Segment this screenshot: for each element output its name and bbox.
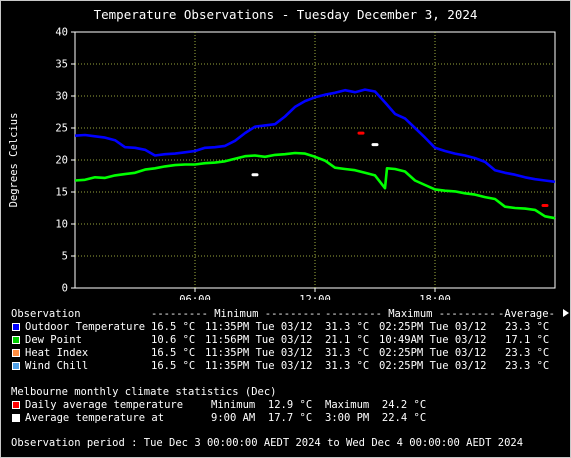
x-tick-label: 18:00 [419, 294, 451, 300]
stats-cell-label: Wind Chill [25, 360, 89, 372]
observation-period: Observation period : Tue Dec 3 00:00:00 … [11, 437, 524, 449]
legend-swatch [12, 323, 20, 331]
climate-swatch [12, 401, 20, 409]
legend-swatch [12, 336, 20, 344]
stats-cell-max: 31.3 °C [325, 347, 370, 359]
climate-swatch [12, 414, 20, 422]
climate-cell-left: 9:00 AM 17.7 °C [211, 412, 313, 424]
temperature-chart: 0 5 10 15 20 25 30 35 40 06:00 12:00 18:00 Degrees… [8, 27, 556, 300]
stats-cell-label: Heat Index [25, 347, 89, 359]
stats-cell-max-at: 10:49AM Tue 03/12 [379, 334, 487, 346]
stats-cell-min-at: 11:35PM Tue 03/12 [205, 347, 313, 359]
y-tick-label: 10 [55, 219, 68, 231]
stats-cell-max-at: 02:25PM Tue 03/12 [379, 347, 487, 359]
stats-cell-label: Dew Point [25, 334, 82, 346]
y-tick-label: 25 [55, 123, 68, 135]
y-tick-label: 5 [62, 251, 68, 263]
stats-cell-min-at: 11:35PM Tue 03/12 [205, 321, 313, 333]
stats-header-average: -Average- [498, 308, 555, 320]
climate-marker [371, 143, 379, 147]
y-tick-label: 40 [55, 27, 68, 39]
y-tick-label: 0 [62, 283, 68, 295]
legend-swatch [12, 362, 20, 370]
climate-marker [541, 203, 549, 207]
stats-cell-label: Outdoor Temperature [25, 321, 146, 333]
stats-cell-max-at: 02:25PM Tue 03/12 [379, 321, 487, 333]
stats-cell-max: 21.1 °C [325, 334, 370, 346]
y-axis-label: Degrees Celcius [8, 113, 20, 208]
stats-cell-avg: 23.3 °C [505, 347, 550, 359]
stats-header-maximum: --------- Maximum --------- [325, 308, 496, 320]
stats-cell-min: 16.5 °C [151, 347, 196, 359]
stats-header-observation: Observation [11, 308, 81, 320]
climate-cell-label: Daily average temperature [25, 399, 184, 411]
y-tick-label: 35 [55, 59, 68, 71]
climate-cell-right: Maximum 24.2 °C [325, 399, 427, 411]
stats-cell-min: 10.6 °C [151, 334, 196, 346]
climate-cell-left: Minimum 12.9 °C [211, 399, 313, 411]
stats-header-minimum: --------- Minimum --------- [151, 308, 322, 320]
y-tick-label: 30 [55, 91, 68, 103]
series-line-outdoor-temperature [74, 88, 556, 184]
x-tick-label: 12:00 [299, 294, 331, 300]
legend-swatch [12, 349, 20, 357]
stats-cell-max: 31.3 °C [325, 360, 370, 372]
stats-cell-min-at: 11:35PM Tue 03/12 [205, 360, 313, 372]
y-tick-label: 15 [55, 187, 68, 199]
stats-cell-min-at: 11:56PM Tue 03/12 [205, 334, 313, 346]
stats-cell-min: 16.5 °C [151, 360, 196, 372]
climate-cell-label: Average temperature at [25, 412, 165, 424]
series-line-dew-point [74, 151, 556, 220]
stats-cell-avg: 17.1 °C [505, 334, 550, 346]
x-tick-label: 06:00 [179, 294, 211, 300]
y-ticks: 0 5 10 15 20 25 30 35 40 [55, 27, 75, 295]
stats-cell-avg: 23.3 °C [505, 360, 550, 372]
grid [75, 32, 555, 288]
scroll-arrow-icon[interactable] [563, 309, 569, 317]
stats-cell-max: 31.3 °C [325, 321, 370, 333]
stats-cell-avg: 23.3 °C [505, 321, 550, 333]
climate-marker [251, 173, 259, 177]
climate-heading: Melbourne monthly climate statistics (De… [11, 386, 277, 398]
climate-marker [357, 131, 365, 135]
stats-cell-max-at: 02:25PM Tue 03/12 [379, 360, 487, 372]
x-ticks: 06:00 12:00 18:00 [179, 288, 451, 300]
series-group [74, 88, 556, 220]
stats-cell-min: 16.5 °C [151, 321, 196, 333]
climate-cell-right: 3:00 PM 22.4 °C [325, 412, 427, 424]
y-tick-label: 20 [55, 155, 68, 167]
chart-title: Temperature Observations - Tuesday Decem… [93, 7, 478, 22]
